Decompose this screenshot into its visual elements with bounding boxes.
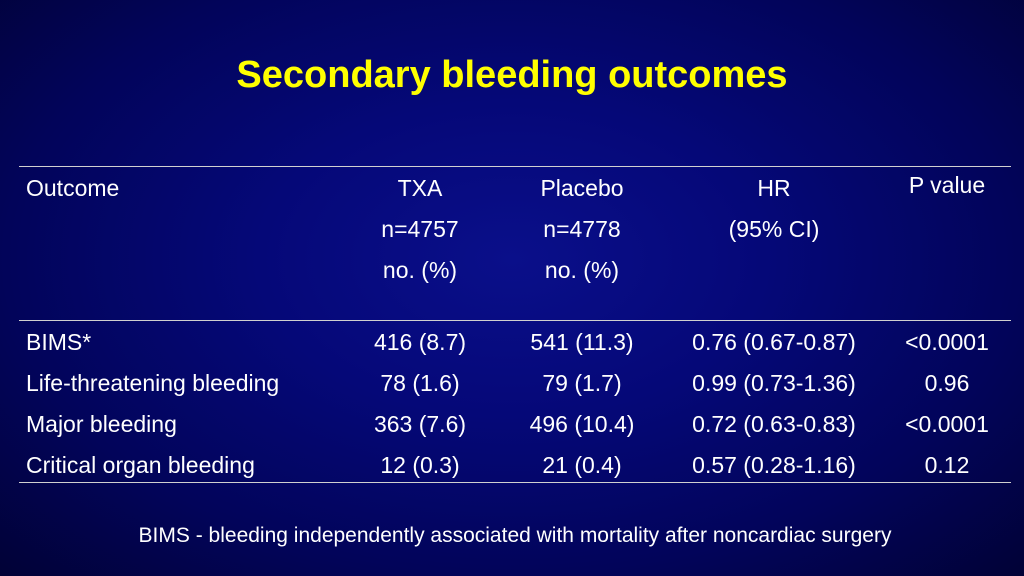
header-placebo-n: n=4778 <box>543 216 621 242</box>
table-bottom-rule <box>19 482 1011 483</box>
row-txa: 416 (8.7) <box>373 329 467 355</box>
row-outcome: BIMS* <box>26 329 92 355</box>
row-placebo: 496 (10.4) <box>529 411 635 437</box>
header-hr-label: HR <box>757 175 791 201</box>
header-placebo-label: Placebo <box>540 175 624 201</box>
row-p: <0.0001 <box>905 329 989 355</box>
row-hr: 0.72 (0.63-0.83) <box>692 411 856 437</box>
row-txa: 78 (1.6) <box>380 370 460 396</box>
header-placebo-unit: no. (%) <box>544 257 620 283</box>
row-hr: 0.57 (0.28-1.16) <box>692 452 856 478</box>
row-placebo: 79 (1.7) <box>542 370 622 396</box>
header-txa-n: n=4757 <box>381 216 459 242</box>
row-placebo: 541 (11.3) <box>530 329 634 355</box>
slide-title: Secondary bleeding outcomes <box>236 54 788 96</box>
row-p: 0.12 <box>924 452 970 478</box>
header-txa-label: TXA <box>397 175 443 201</box>
row-hr: 0.99 (0.73-1.36) <box>692 370 856 396</box>
row-p: 0.96 <box>924 370 970 396</box>
table-top-rule <box>19 166 1011 167</box>
row-outcome: Critical organ bleeding <box>26 452 255 478</box>
row-outcome: Major bleeding <box>26 411 177 437</box>
row-hr: 0.76 (0.67-0.87) <box>692 329 856 355</box>
table-header-rule <box>19 320 1011 321</box>
header-txa-unit: no. (%) <box>382 257 458 283</box>
header-hr-ci: (95% CI) <box>728 216 820 242</box>
header-p-value: P value <box>908 172 986 198</box>
row-outcome: Life-threatening bleeding <box>26 370 280 396</box>
row-txa: 363 (7.6) <box>373 411 467 437</box>
footnote: BIMS - bleeding independently associated… <box>138 524 892 547</box>
row-placebo: 21 (0.4) <box>542 452 622 478</box>
row-p: <0.0001 <box>905 411 989 437</box>
row-txa: 12 (0.3) <box>380 452 460 478</box>
header-outcome: Outcome <box>26 175 120 201</box>
